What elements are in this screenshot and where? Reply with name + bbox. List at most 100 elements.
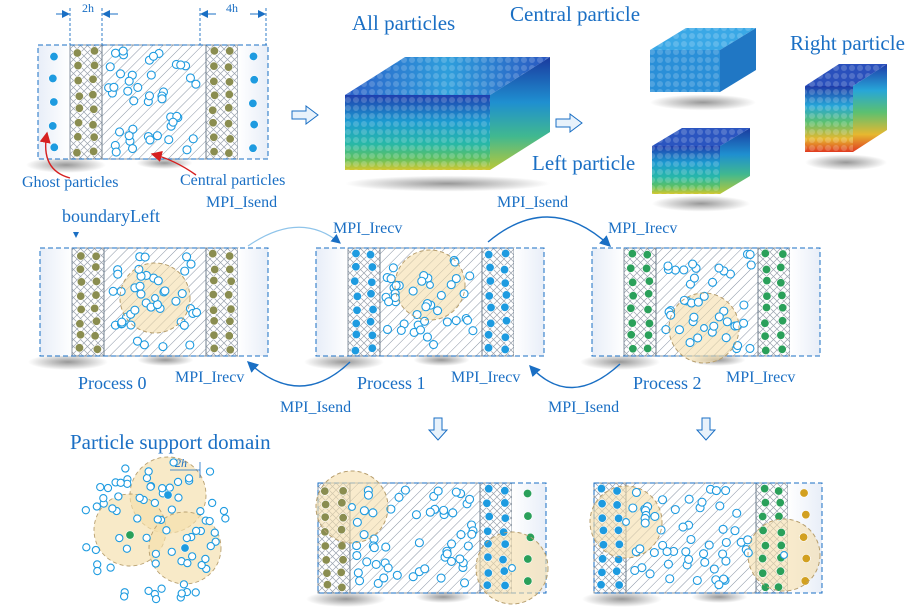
hollow-particle xyxy=(707,277,718,287)
hollow-particle xyxy=(721,486,731,496)
hollow-particle xyxy=(428,339,439,350)
hollow-particle xyxy=(115,533,124,543)
hollow-particle xyxy=(719,574,729,584)
filled-particle xyxy=(74,118,84,128)
filled-particle xyxy=(484,330,494,340)
filled-particle xyxy=(337,582,347,592)
filled-particle xyxy=(338,513,348,523)
filled-particle xyxy=(799,532,809,542)
ghost-zone-left xyxy=(592,248,624,356)
filled-particle xyxy=(48,73,58,83)
hollow-particle xyxy=(388,263,398,273)
hollow-particle xyxy=(412,309,422,320)
filled-particle xyxy=(89,146,99,156)
hollow-particle xyxy=(114,127,125,137)
hollow-particle xyxy=(658,540,668,550)
hollow-particle xyxy=(105,62,115,72)
filled-particle xyxy=(209,76,219,86)
hollow-particle xyxy=(113,269,123,279)
hollow-particle xyxy=(183,558,192,568)
hollow-particle xyxy=(158,484,167,493)
filled-particle xyxy=(626,263,636,273)
filled-particle xyxy=(644,289,654,299)
block-side-face xyxy=(720,128,750,194)
filled-particle xyxy=(642,250,652,260)
box-shadow xyxy=(137,354,194,366)
mpi-arrow-bottom-1 xyxy=(246,361,351,387)
filled-particle xyxy=(482,498,492,508)
filled-particle xyxy=(760,541,770,551)
support-center-particle xyxy=(508,564,516,572)
block-texture xyxy=(805,64,887,86)
hollow-particle xyxy=(146,70,156,80)
flow-arrow-right-1 xyxy=(291,105,319,125)
filled-particle xyxy=(225,316,235,326)
hollow-particle xyxy=(442,317,452,327)
left-particle-label: Left particle xyxy=(532,151,636,175)
filled-particle xyxy=(73,61,83,71)
annotation-arrows xyxy=(39,131,197,179)
support-center-particle xyxy=(426,281,434,289)
hollow-particle xyxy=(451,273,461,284)
filled-particle xyxy=(484,250,494,260)
hollow-particle xyxy=(362,557,372,567)
hollow-particle xyxy=(116,286,126,297)
hollow-particle xyxy=(640,518,650,528)
hollow-particle xyxy=(384,297,394,307)
filled-particle xyxy=(484,511,494,521)
filled-particle xyxy=(350,346,360,356)
hollow-particle xyxy=(188,134,198,144)
hollow-particle xyxy=(167,547,176,556)
hollow-particle xyxy=(433,306,443,316)
filled-particle xyxy=(485,276,495,286)
hollow-particle xyxy=(674,325,685,335)
domain-border xyxy=(317,482,547,594)
hollow-particle xyxy=(732,508,742,518)
filled-particle xyxy=(500,498,510,508)
filled-particle xyxy=(49,52,59,62)
filled-particle xyxy=(74,103,84,113)
boundary-left-label: boundaryLeft xyxy=(62,206,160,226)
block-texture xyxy=(650,28,756,50)
filled-particle xyxy=(628,291,638,301)
hollow-particle xyxy=(386,504,396,514)
filled-particle xyxy=(224,62,234,72)
filled-particle xyxy=(778,249,788,259)
filled-particle xyxy=(483,568,493,578)
filled-particle xyxy=(225,46,235,56)
hollow-particle xyxy=(456,530,466,540)
hollow-particle xyxy=(177,589,186,598)
hollow-particle xyxy=(179,580,189,589)
process-0-label: Process 0 xyxy=(78,373,147,393)
filled-particle xyxy=(49,97,59,107)
filled-particle xyxy=(484,291,494,301)
hollow-particle xyxy=(353,568,363,578)
filled-particle xyxy=(209,46,219,56)
hollow-particle xyxy=(665,574,675,584)
hollow-particle xyxy=(743,535,753,545)
hollow-particle xyxy=(144,91,155,101)
hollow-particle xyxy=(414,538,424,548)
filled-particle xyxy=(776,527,786,537)
filled-particle xyxy=(336,567,346,577)
filled-particle xyxy=(500,302,510,312)
hollow-particle xyxy=(82,543,91,552)
hollow-particle xyxy=(179,320,189,330)
filled-particle xyxy=(775,498,785,508)
filled-particle xyxy=(760,484,770,494)
filled-particle xyxy=(614,539,624,549)
filled-particle xyxy=(92,344,102,354)
filled-particle xyxy=(367,262,377,272)
filled-particle xyxy=(89,132,99,142)
filled-particle xyxy=(626,303,636,313)
support-domain-outline xyxy=(119,262,191,334)
hollow-particle xyxy=(679,265,689,275)
hollow-particle xyxy=(446,556,457,567)
hollow-particle xyxy=(115,69,126,79)
filled-particle xyxy=(627,249,637,259)
central-particle-label: Central particle xyxy=(510,2,641,26)
filled-particle xyxy=(224,89,234,99)
hollow-particle xyxy=(116,478,125,487)
hollow-particle xyxy=(103,483,113,493)
filled-particle xyxy=(249,120,259,130)
